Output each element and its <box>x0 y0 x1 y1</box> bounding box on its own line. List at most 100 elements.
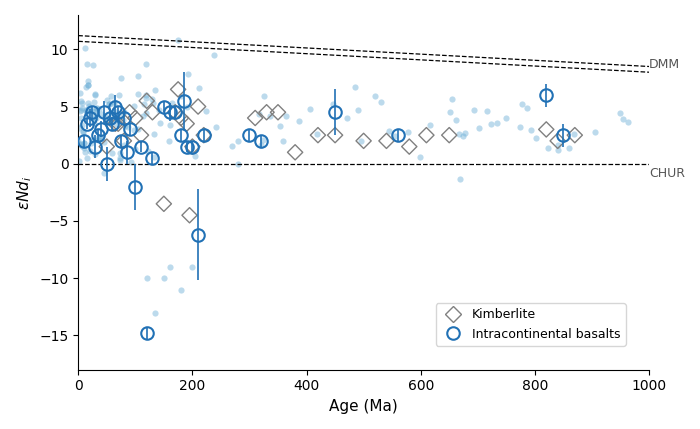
Point <box>542 145 554 152</box>
Point <box>137 113 148 120</box>
Point <box>250 115 261 121</box>
Point <box>148 131 160 138</box>
Point <box>258 136 269 143</box>
Point <box>358 137 369 144</box>
Point <box>74 124 85 131</box>
Point <box>75 141 86 148</box>
Point <box>447 96 458 103</box>
Point <box>444 109 456 116</box>
Point <box>176 92 187 99</box>
Point <box>77 100 88 106</box>
Text: CHUR: CHUR <box>649 167 685 180</box>
Point <box>86 137 97 144</box>
Point <box>425 121 436 128</box>
Point <box>98 139 109 145</box>
Point <box>404 143 415 150</box>
Point <box>210 124 221 131</box>
Point <box>97 110 108 117</box>
Point <box>444 132 455 139</box>
Point <box>102 143 113 150</box>
Point <box>402 129 414 136</box>
Point <box>118 137 130 144</box>
Point <box>390 133 401 139</box>
Point <box>553 146 564 153</box>
Point <box>369 93 380 100</box>
Point <box>150 309 161 316</box>
Point <box>106 117 118 124</box>
Point <box>454 130 465 137</box>
Point <box>184 212 195 219</box>
Point <box>181 120 193 127</box>
Point <box>163 138 174 145</box>
Point <box>312 132 323 139</box>
Point <box>140 60 151 67</box>
Point <box>531 135 542 142</box>
Point <box>473 124 484 131</box>
Point <box>158 200 169 207</box>
Point <box>172 37 183 44</box>
Point <box>88 61 99 68</box>
Point <box>99 169 110 176</box>
Point <box>500 115 511 122</box>
Point <box>80 44 91 51</box>
Point <box>113 120 124 127</box>
Point <box>117 117 128 124</box>
Point <box>232 160 244 167</box>
Point <box>454 176 466 183</box>
Point <box>76 142 88 149</box>
Point <box>486 120 497 127</box>
Point <box>119 109 130 115</box>
Point <box>78 127 89 134</box>
Point <box>90 91 101 98</box>
Point <box>132 91 144 98</box>
Point <box>93 135 104 142</box>
Point <box>304 106 316 112</box>
Point <box>83 103 94 110</box>
Point <box>141 97 153 104</box>
Point <box>457 132 468 139</box>
Point <box>132 73 144 80</box>
Point <box>76 121 88 128</box>
Point <box>125 159 136 166</box>
Point <box>106 150 118 157</box>
Point <box>88 115 99 122</box>
Point <box>290 149 301 156</box>
Point <box>568 131 580 138</box>
Point <box>104 101 115 108</box>
Point <box>264 112 275 119</box>
Point <box>88 120 99 127</box>
Point <box>258 92 270 99</box>
Point <box>77 129 88 136</box>
Point <box>514 124 525 131</box>
Point <box>89 112 100 118</box>
Point <box>105 109 116 116</box>
Point <box>114 157 125 163</box>
Point <box>85 140 97 147</box>
Point <box>355 138 366 145</box>
Point <box>209 52 220 59</box>
Point <box>110 120 121 127</box>
Point <box>311 130 322 137</box>
Point <box>522 105 533 112</box>
Point <box>116 74 127 81</box>
Point <box>133 126 144 133</box>
Point <box>182 70 193 77</box>
Point <box>328 100 339 107</box>
Point <box>172 86 183 93</box>
Point <box>76 107 87 114</box>
Point <box>135 132 146 139</box>
Point <box>174 4 186 11</box>
Point <box>375 99 386 106</box>
Point <box>187 263 198 270</box>
Point <box>194 85 205 91</box>
Point <box>414 154 426 160</box>
Point <box>122 124 134 130</box>
Point <box>94 135 105 142</box>
Point <box>617 115 629 122</box>
Point <box>100 115 111 122</box>
Point <box>88 99 99 106</box>
Point <box>78 139 90 146</box>
Point <box>94 106 105 113</box>
Point <box>622 118 634 125</box>
Point <box>272 109 284 116</box>
